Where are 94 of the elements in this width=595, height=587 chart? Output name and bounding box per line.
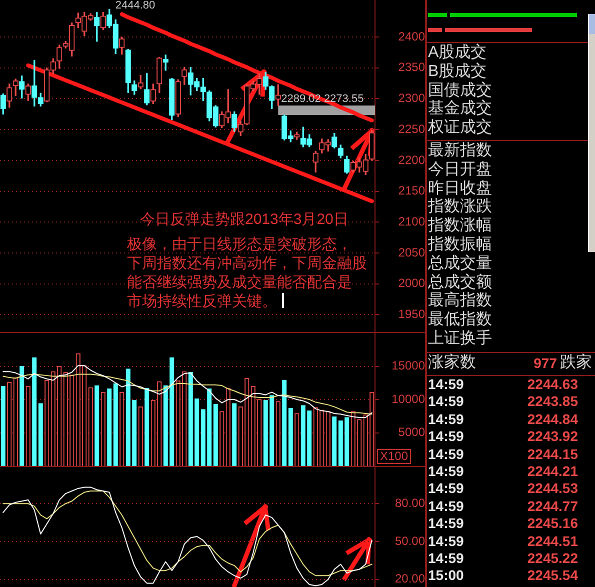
bar bbox=[194, 398, 200, 466]
bar bbox=[132, 400, 137, 466]
band-label: 2289.02 2273.55 bbox=[281, 93, 364, 106]
annotation: 能否继续强势及成交量能否配合是 bbox=[127, 274, 352, 291]
bar bbox=[263, 400, 268, 466]
bar bbox=[207, 388, 212, 466]
text: 昨日收盘 bbox=[428, 180, 492, 198]
data-label: 2245.54 bbox=[527, 567, 578, 584]
bar bbox=[270, 395, 274, 466]
bar bbox=[307, 410, 312, 466]
category-label: 14:59 bbox=[428, 410, 464, 428]
bar bbox=[113, 383, 118, 466]
text: 上证换手 bbox=[428, 330, 492, 349]
category-label: 14:59 bbox=[428, 515, 464, 532]
bar bbox=[20, 366, 24, 466]
data-label: 2245.16 bbox=[527, 515, 578, 532]
data-label: 2244.53 bbox=[527, 480, 578, 498]
y-tick-label: 50.00 bbox=[394, 534, 426, 548]
text: 977 bbox=[534, 355, 557, 372]
data-label: 2244.77 bbox=[527, 498, 578, 515]
category-label: 14:59 bbox=[428, 376, 464, 393]
bar bbox=[126, 368, 130, 466]
category-label: 14:59 bbox=[428, 446, 464, 463]
text: 国债成交 bbox=[428, 82, 492, 100]
text: 最低指数 bbox=[428, 311, 492, 330]
annotation: 2444.80 bbox=[115, 0, 156, 12]
text: A股成交 bbox=[428, 44, 487, 62]
bar bbox=[38, 403, 43, 466]
y-tick-label: 2050 bbox=[398, 245, 426, 260]
y-tick-label: 10000 bbox=[392, 392, 426, 406]
text: 总成交额 bbox=[428, 274, 492, 292]
bar bbox=[213, 404, 218, 466]
category-label: 14:59 bbox=[428, 463, 464, 480]
bar bbox=[338, 420, 343, 466]
text: 最高指数 bbox=[428, 292, 492, 311]
annotation: 市场持续性反弹关键。 bbox=[127, 293, 277, 310]
category-label: 14:59 bbox=[428, 480, 464, 498]
text: 总成交量 bbox=[428, 254, 492, 274]
y-tick-label: 1950 bbox=[398, 307, 426, 322]
y-tick-label: 20.00 bbox=[394, 572, 426, 586]
y-tick-label: 2350 bbox=[398, 60, 426, 74]
bar bbox=[144, 388, 150, 466]
data-label: 2244.21 bbox=[527, 463, 578, 480]
text: X100 bbox=[377, 449, 412, 464]
text: 涨家数 bbox=[428, 354, 476, 373]
data-label: 2244.15 bbox=[527, 446, 578, 463]
category-label: 14:59 bbox=[428, 550, 464, 567]
bar bbox=[94, 385, 100, 466]
annotation: 今日反弹走势跟2013年3月20日 bbox=[140, 211, 348, 228]
text: 最新指数 bbox=[428, 142, 492, 161]
bar bbox=[282, 380, 287, 466]
y-tick-label: 15000 bbox=[392, 358, 426, 373]
bar bbox=[170, 357, 174, 466]
text: 指数涨跌 bbox=[428, 198, 492, 217]
y-tick-label: 2000 bbox=[398, 276, 426, 290]
bar bbox=[32, 357, 37, 466]
bar bbox=[163, 385, 168, 466]
annotation: 极像，由于日线形态是突破形态， bbox=[127, 236, 352, 253]
bar bbox=[188, 372, 193, 466]
bar bbox=[200, 409, 206, 466]
text: 今日开盘 bbox=[428, 160, 492, 180]
text: 指数振幅 bbox=[428, 236, 492, 254]
y-tick-label: 2200 bbox=[398, 152, 426, 167]
data-label: 2244.63 bbox=[527, 376, 578, 393]
y-tick-label: 2250 bbox=[398, 122, 426, 136]
category-label: 14:59 bbox=[428, 428, 464, 446]
annotation: 下周指数还有冲高动作，下周金融股 bbox=[127, 255, 367, 272]
y-tick-label: 2150 bbox=[398, 184, 426, 198]
data-label: 2243.85 bbox=[527, 393, 578, 410]
bar bbox=[0, 386, 6, 466]
bar bbox=[232, 403, 237, 466]
y-tick-label: 2300 bbox=[398, 91, 426, 106]
y-tick-label: 2100 bbox=[398, 214, 426, 228]
bar bbox=[107, 388, 112, 466]
y-tick-label: 5000 bbox=[398, 425, 426, 440]
text: 跌家 bbox=[560, 354, 592, 373]
bar bbox=[288, 408, 293, 466]
category-label: 14:59 bbox=[428, 498, 464, 515]
data-label: 2245.22 bbox=[527, 550, 578, 567]
text: B股成交 bbox=[428, 62, 487, 82]
y-tick-label: 80.00 bbox=[394, 496, 426, 510]
data-label: 2243.92 bbox=[527, 428, 578, 446]
data-label: 2244.51 bbox=[527, 532, 578, 550]
bar bbox=[344, 417, 350, 466]
data-label: 2244.84 bbox=[527, 410, 578, 428]
category-label: 14:59 bbox=[428, 393, 464, 410]
text: 权证成交 bbox=[428, 119, 492, 138]
bar bbox=[332, 416, 337, 466]
bar bbox=[300, 405, 306, 466]
y-tick-label: 2400 bbox=[398, 29, 426, 44]
text: 基金成交 bbox=[428, 100, 492, 118]
category-label: 15:00 bbox=[428, 567, 464, 584]
category-label: 14:59 bbox=[428, 532, 464, 550]
text: 指数涨幅 bbox=[428, 217, 492, 236]
